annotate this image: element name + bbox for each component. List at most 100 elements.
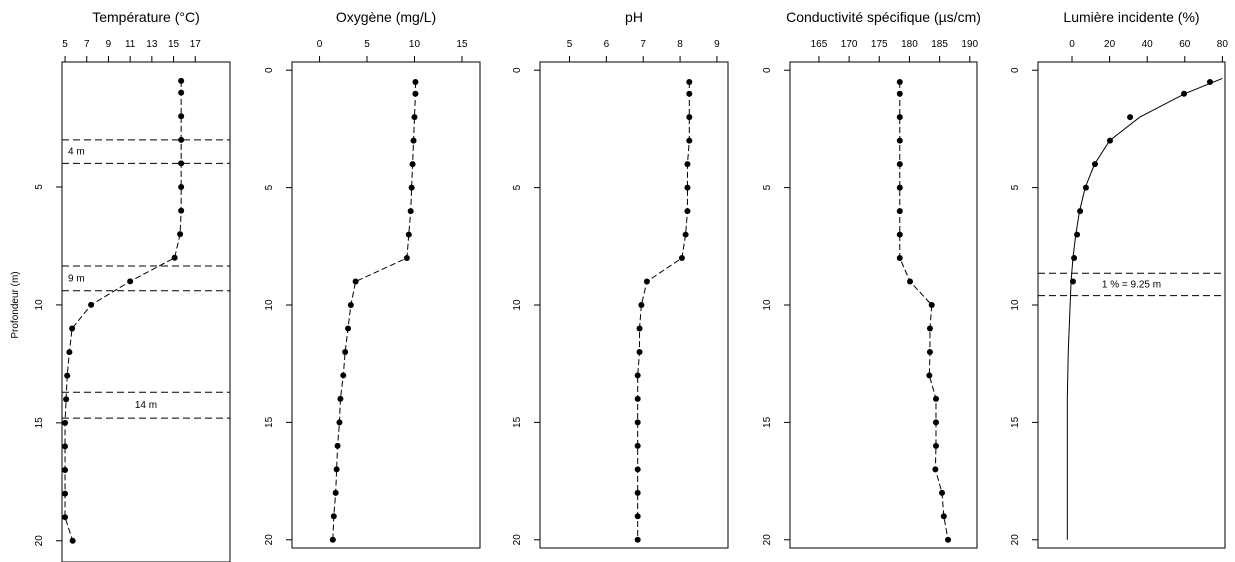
point — [686, 78, 693, 85]
y-tick-label: 0 — [512, 67, 523, 73]
chart-title: Lumière incidente (%) — [1063, 9, 1199, 25]
y-tick-label: 0 — [264, 67, 275, 73]
point — [340, 372, 347, 379]
y-tick-label: 5 — [512, 184, 523, 190]
x-tick-label: 165 — [811, 39, 828, 50]
point — [178, 113, 185, 120]
point — [686, 137, 693, 144]
point — [634, 372, 641, 379]
x-tick-label: 11 — [125, 39, 136, 50]
point — [127, 278, 134, 285]
point — [896, 114, 903, 121]
point — [412, 78, 419, 85]
point — [940, 513, 947, 520]
point — [643, 278, 650, 285]
point — [412, 90, 419, 97]
point — [896, 161, 903, 168]
point — [896, 255, 903, 262]
x-tick-label: 15 — [456, 39, 468, 50]
point — [332, 489, 339, 496]
point — [342, 348, 349, 355]
point — [178, 207, 185, 214]
point — [932, 419, 939, 426]
y-tick-label: 10 — [264, 299, 275, 311]
x-tick-label: 6 — [604, 39, 610, 50]
y-tick-label: 20 — [264, 534, 275, 546]
point — [1106, 137, 1113, 144]
point — [638, 302, 645, 308]
point — [926, 372, 933, 379]
point — [896, 208, 903, 215]
point — [333, 466, 340, 473]
x-tick-label: 0 — [317, 39, 323, 50]
y-tick-label: 5 — [34, 184, 45, 190]
point — [405, 231, 412, 238]
point — [62, 443, 69, 450]
band-label: 1 % = 9.25 m — [1102, 279, 1161, 290]
x-tick-label: 10 — [409, 39, 421, 50]
point — [410, 137, 417, 144]
point — [682, 231, 689, 238]
point — [347, 302, 354, 308]
plot-frame — [61, 61, 231, 562]
y-tick-label: 15 — [1010, 416, 1021, 428]
point — [62, 419, 69, 426]
point — [336, 419, 343, 426]
point — [64, 372, 71, 379]
point — [407, 208, 414, 215]
point — [634, 536, 641, 543]
y-tick-label: 20 — [762, 534, 773, 546]
point — [939, 489, 946, 496]
profile-line — [637, 81, 690, 540]
point — [1091, 161, 1098, 168]
point — [1206, 78, 1213, 85]
band-label: 14 m — [135, 400, 157, 411]
point — [634, 513, 641, 520]
point — [932, 466, 939, 473]
x-tick-label: 180 — [901, 39, 918, 50]
plot-frame — [789, 61, 978, 549]
y-tick-label: 15 — [264, 416, 275, 428]
y-tick-label: 20 — [512, 534, 523, 546]
point — [178, 160, 185, 167]
point — [684, 184, 691, 191]
point — [63, 396, 70, 403]
x-tick-label: 7 — [84, 39, 90, 50]
point — [932, 395, 939, 402]
plot-frame — [291, 61, 481, 549]
point — [403, 255, 410, 262]
x-tick-label: 185 — [931, 39, 948, 50]
plot-frame — [539, 61, 729, 549]
x-tick-label: 9 — [714, 39, 720, 50]
profile-line — [332, 81, 416, 540]
plot-frame — [1037, 61, 1226, 549]
point — [334, 442, 341, 449]
point — [88, 301, 95, 308]
x-tick-label: 175 — [871, 39, 888, 50]
point — [178, 77, 185, 84]
point — [1127, 114, 1134, 121]
point — [926, 348, 933, 355]
point — [636, 348, 643, 355]
point — [686, 114, 693, 121]
point — [896, 231, 903, 238]
y-tick-label: 5 — [1010, 184, 1021, 190]
point — [177, 231, 184, 238]
point — [634, 395, 641, 402]
band-label: 4 m — [68, 147, 85, 158]
chart-title: Température (°C) — [92, 9, 200, 25]
x-tick-label: 190 — [961, 39, 978, 50]
point — [896, 90, 903, 97]
point — [896, 137, 903, 144]
point — [896, 184, 903, 191]
point — [409, 161, 416, 168]
point — [329, 536, 336, 543]
point — [62, 490, 69, 497]
point — [684, 208, 691, 215]
point — [634, 489, 641, 496]
y-axis-label: Profondeur (m) — [10, 271, 21, 338]
point — [896, 78, 903, 85]
y-tick-label: 5 — [762, 184, 773, 190]
y-tick-label: 10 — [1010, 299, 1021, 311]
